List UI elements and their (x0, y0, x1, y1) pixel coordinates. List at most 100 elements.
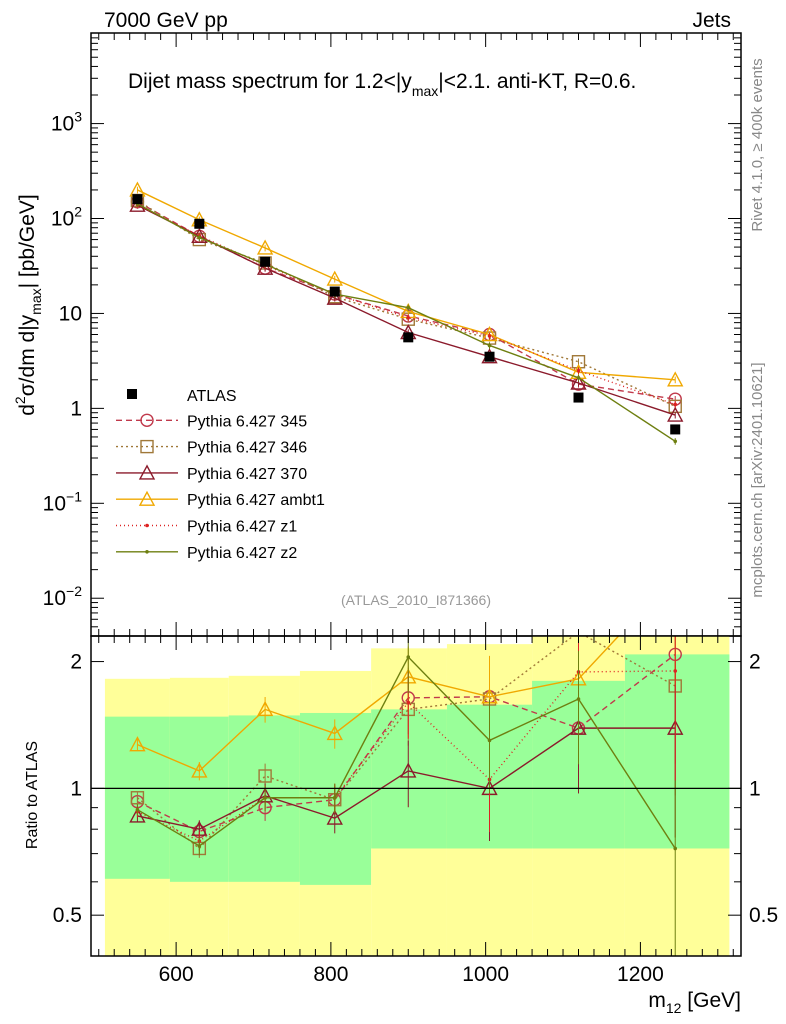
atlas-data-point (670, 424, 681, 435)
tick-exponent: −1 (66, 488, 82, 504)
main-series-line (137, 204, 676, 406)
marker-triangle (256, 700, 274, 717)
tick-base: 10 (51, 113, 74, 136)
marker-triangle (129, 196, 146, 212)
marker-dot (576, 697, 581, 701)
title-part-2: |<2.1. anti-KT, R=0.6. (438, 70, 636, 93)
ratio-y-tick-label: 2 (70, 651, 82, 674)
marker-triangle (326, 809, 343, 825)
legend-label: Pythia 6.427 370 (187, 466, 307, 483)
main-series-3 (129, 181, 684, 387)
tick-exponent: 3 (74, 109, 82, 125)
marker-dot (332, 795, 337, 800)
tick-base: 10 (51, 208, 74, 231)
x-tick-label: 1200 (617, 963, 664, 986)
band-1sigma (624, 654, 730, 849)
xlabel-sub: 12 (666, 1000, 682, 1016)
marker-triangle (667, 371, 684, 387)
atlas-data-point (132, 194, 143, 205)
marker-triangle (667, 406, 684, 422)
legend-label: Pythia 6.427 z1 (187, 519, 297, 536)
ratio-series-5 (135, 636, 678, 956)
ratio-y-tick-label-right: 0.5 (749, 904, 778, 927)
legend-label: Pythia 6.427 345 (187, 413, 307, 430)
marker-triangle (129, 807, 146, 823)
marker-triangle (326, 289, 343, 305)
marker-triangle (256, 259, 274, 275)
xlabel-unit: [GeV] (681, 989, 741, 1012)
mcplots-label: mcplots.cern.ch [arXiv:2401.10621] (749, 362, 766, 597)
marker-dot (673, 439, 678, 444)
main-y-tick-label: 1 (70, 397, 82, 420)
legend-label: Pythia 6.427 346 (187, 440, 307, 457)
plot-title: Dijet mass spectrum for 1.2<|ymax|<2.1. … (128, 70, 636, 99)
marker-triangle (326, 270, 343, 286)
title-part-1: Dijet mass spectrum for 1.2<|y (128, 70, 412, 93)
marker-triangle (138, 464, 156, 480)
marker-triangle (326, 724, 343, 741)
marker-dot (197, 235, 202, 240)
legend-label-atlas: ATLAS (187, 388, 237, 405)
marker-dot (487, 343, 492, 348)
ratio-series-line (137, 655, 676, 849)
atlas-data-point (573, 392, 584, 403)
main-y-tick-label: 10−2 (43, 583, 83, 610)
marker-dot (576, 368, 581, 373)
tick-base: 10 (43, 587, 66, 610)
jets-label: Jets (692, 9, 731, 32)
marker-triangle (570, 374, 587, 390)
marker-dot (576, 375, 581, 380)
marker-dot (673, 669, 678, 673)
marker-dot (406, 305, 411, 310)
ratio-y-tick-label: 0.5 (53, 904, 82, 927)
main-y-tick-label: 10 (59, 302, 82, 325)
main-series-layer (129, 181, 684, 445)
main-series-5 (135, 200, 678, 445)
legend-label: Pythia 6.427 ambt1 (187, 492, 325, 509)
ratio-panel-frame (90, 635, 742, 957)
atlas-data-point (260, 256, 271, 267)
ratio-y-tick-label: 1 (70, 777, 82, 800)
marker-dot (197, 844, 202, 848)
marker-triangle (138, 490, 156, 506)
marker-dot (487, 334, 492, 338)
analysis-watermark: (ATLAS_2010_I871366) (341, 592, 491, 608)
marker-dot (145, 523, 149, 528)
marker-dot (406, 655, 411, 659)
marker-square (258, 769, 272, 783)
main-series-line (137, 203, 676, 442)
main-series-4 (135, 201, 678, 408)
uncertainty-bands (104, 636, 730, 956)
ylabel-d: d (16, 404, 39, 416)
title-subscript: max (412, 83, 438, 99)
marker-triangle (191, 762, 208, 778)
ratio-series-line (137, 727, 676, 830)
main-series-line (137, 189, 676, 381)
marker-square (140, 439, 154, 454)
x-axis-label: m12 [GeV] (648, 989, 741, 1016)
main-series-1 (130, 193, 682, 414)
marker-square (130, 791, 145, 805)
legend-label: Pythia 6.427 z2 (187, 545, 297, 562)
main-y-tick-label: 103 (51, 109, 82, 136)
rivet-version-label: Rivet 4.1.0, ≥ 400k events (749, 58, 766, 231)
marker-circle (140, 413, 154, 427)
energy-label: 7000 GeV pp (104, 9, 228, 32)
legend: ATLAS Pythia 6.427 345 Pythia 6.427 346 Pyt… (116, 388, 325, 562)
ratio-y-tick-label-right: 1 (749, 777, 761, 800)
main-series-line (137, 199, 676, 407)
ratio-series-line (136, 636, 676, 850)
band-1sigma (371, 709, 447, 849)
ratio-series-line (137, 653, 676, 833)
marker-dot (673, 402, 678, 407)
tick-exponent: 2 (74, 204, 82, 220)
marker-dot (673, 846, 678, 851)
atlas-data-layer (132, 194, 681, 435)
ylabel-end: | [pb/GeV] (16, 194, 39, 288)
ylabel-sup: 2 (12, 396, 28, 404)
marker-triangle (256, 239, 274, 255)
tick-base: 10 (43, 492, 66, 515)
ratio-y-tick-label-right: 2 (749, 651, 761, 674)
